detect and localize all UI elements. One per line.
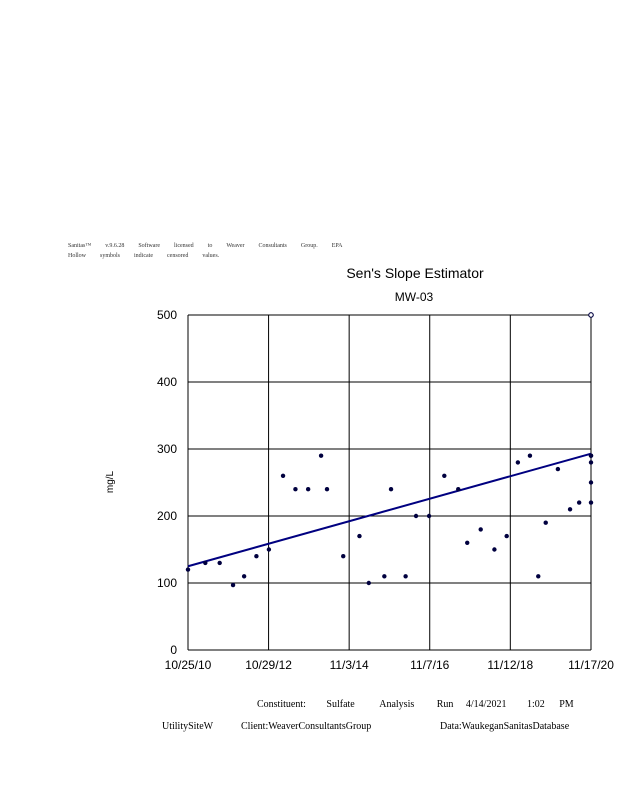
data-point <box>413 513 419 519</box>
censored-note: Hollow symbols indicate censored values. <box>68 253 233 259</box>
run-date: 4/14/2021 <box>465 699 507 710</box>
x-tick-label: 10/25/10 <box>165 658 212 672</box>
x-tick-labels: 10/25/10 10/29/12 11/3/14 11/7/16 11/12/18 11… <box>165 658 615 672</box>
data-point <box>515 460 521 465</box>
data-point <box>576 500 582 505</box>
analysis-label: Analysis <box>379 699 415 710</box>
note-word: EPA <box>331 243 343 249</box>
data-point <box>266 547 272 552</box>
constituent-label: Constituent: <box>257 699 306 710</box>
chart-title: Sen's Slope Estimator <box>346 265 484 281</box>
trend-line-group <box>187 452 592 568</box>
note-word: Software <box>138 243 161 249</box>
y-tick-label: 400 <box>157 375 177 389</box>
note-word: Hollow <box>68 253 86 259</box>
y-tick-label: 500 <box>157 308 177 322</box>
note-word: censored <box>167 253 189 259</box>
data-point <box>588 453 594 458</box>
data-point <box>305 487 311 492</box>
sens-slope-trend-line <box>187 452 592 568</box>
data-point <box>504 533 509 539</box>
data-point <box>341 554 346 559</box>
data-source-label: Data:WaukeganSanitasDatabase <box>440 721 570 732</box>
data-point <box>388 487 394 492</box>
data-point <box>280 473 286 478</box>
censored-data-point <box>588 312 594 318</box>
y-tick-label: 100 <box>157 576 177 590</box>
chart-subtitle: MW-03 <box>395 290 434 304</box>
data-point <box>536 574 541 579</box>
data-point <box>366 580 371 586</box>
y-axis-label: mg/L <box>105 470 116 493</box>
data-point <box>230 582 236 588</box>
data-point <box>588 480 594 485</box>
data-point <box>241 574 247 579</box>
data-point <box>382 574 387 579</box>
license-note: Sanitas™ v.9.6.28 Software licensed to Weaver… <box>68 243 357 249</box>
data-point <box>318 453 324 458</box>
data-point <box>567 507 573 512</box>
data-point <box>492 547 497 552</box>
y-tick-label: 200 <box>157 509 177 523</box>
data-point <box>588 460 594 465</box>
note-word: Weaver <box>226 243 245 249</box>
x-tick-label: 11/12/18 <box>487 658 533 672</box>
run-label: Run <box>436 699 454 710</box>
note-word: Sanitas™ <box>68 243 92 249</box>
note-word: Consultants <box>258 243 287 249</box>
data-point <box>254 554 259 559</box>
data-point <box>426 513 432 519</box>
data-point <box>185 567 191 572</box>
run-ampm: PM <box>559 699 574 710</box>
data-points <box>185 312 594 588</box>
note-word: values. <box>202 253 220 259</box>
note-word: v.9.6.28 <box>105 243 125 249</box>
y-tick-label: 300 <box>157 442 177 456</box>
site-label: UtilitySiteW <box>162 721 214 732</box>
data-point <box>456 487 461 492</box>
data-point <box>478 527 483 532</box>
data-point <box>293 487 298 492</box>
note-word: licensed <box>174 243 194 249</box>
data-point <box>588 500 594 505</box>
data-point <box>543 520 548 525</box>
note-word: symbols <box>100 253 121 259</box>
data-point <box>527 453 533 458</box>
data-point <box>555 466 561 472</box>
constituent-line: Constituent: Sulfate Analysis Run 4/14/2… <box>257 699 574 710</box>
note-word: indicate <box>134 253 154 259</box>
data-point <box>324 487 330 492</box>
data-point <box>465 540 470 545</box>
y-tick-label: 0 <box>170 643 177 657</box>
plot-grid <box>187 314 592 651</box>
x-tick-label: 11/3/14 <box>330 658 369 672</box>
constituent-value: Sulfate <box>326 699 355 710</box>
data-point <box>357 533 362 539</box>
note-word: Group. <box>300 243 318 249</box>
note-word: to <box>207 243 213 249</box>
data-point <box>217 560 222 566</box>
client-label: Client:WeaverConsultantsGroup <box>241 721 372 732</box>
data-point <box>442 473 447 478</box>
x-tick-label: 10/29/12 <box>245 658 292 672</box>
x-tick-label: 11/17/20 <box>568 658 614 672</box>
x-tick-label: 11/7/16 <box>410 658 449 672</box>
data-point <box>403 574 408 579</box>
data-point <box>203 560 208 566</box>
run-time: 1:02 <box>526 699 545 710</box>
y-tick-labels: 0 100 200 300 400 500 <box>157 308 177 657</box>
